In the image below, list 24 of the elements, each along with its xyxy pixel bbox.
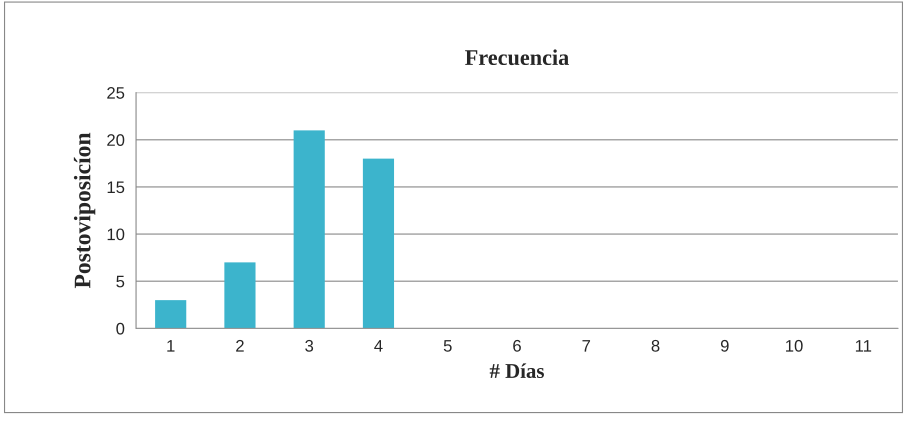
x-tick-label: 2: [236, 340, 244, 352]
y-tick-label: 5: [116, 276, 124, 288]
y-tick-label: 15: [108, 181, 124, 194]
y-tick-label: 10: [108, 228, 124, 240]
x-tick-label: 9: [720, 340, 729, 352]
bar: [294, 130, 325, 328]
y-axis-title: Postoviposicíon: [74, 132, 96, 288]
x-tick-label: 8: [652, 340, 660, 352]
x-tick-label: 11: [856, 340, 872, 352]
x-tick-label: 1: [167, 340, 175, 352]
chart-title: Frecuencia: [465, 49, 569, 66]
y-tick-label: 25: [107, 87, 124, 99]
x-tick-label: 10: [786, 340, 803, 352]
bar: [362, 158, 394, 328]
x-tick-label: 3: [305, 340, 314, 352]
bar: [155, 300, 186, 328]
x-tick-label: 7: [582, 340, 590, 352]
x-tick-label: 4: [374, 340, 383, 352]
bar: [224, 262, 256, 328]
x-tick-label: 6: [513, 340, 521, 352]
y-tick-label: 0: [116, 322, 124, 335]
x-tick-label: 5: [444, 340, 452, 352]
y-tick-label: 20: [107, 134, 124, 146]
x-axis-title: # Días: [490, 363, 544, 378]
